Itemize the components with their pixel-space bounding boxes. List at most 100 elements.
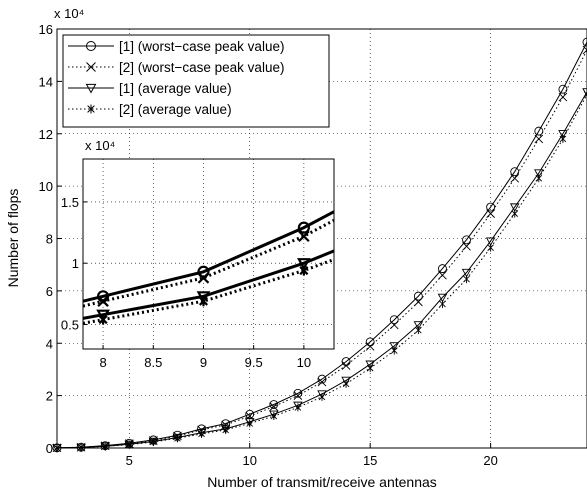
main-series-0-point-20-shape: [534, 126, 544, 136]
main-series-3-point-5: [174, 434, 181, 443]
inset-series-2-point-1-shape: [96, 309, 110, 322]
main-series-1-point-16-shape: [438, 270, 447, 280]
main-y-tick-label-7: 14: [39, 74, 53, 89]
legend-marker-2: [85, 83, 97, 94]
main-series-2-point-6-shape: [196, 429, 207, 438]
main-series-3-point-13: [366, 364, 374, 373]
main-series-3-point-6: [198, 429, 205, 438]
main-y-ticks: 0 2 4 6 8 10 12 14 16: [39, 22, 62, 456]
main-series-0-point-15: [413, 291, 423, 301]
main-series-3-point-12: [342, 379, 350, 388]
main-series-2-point-13: [365, 360, 375, 370]
main-series-0-point-20: [534, 126, 544, 136]
main-series-3-point-20: [535, 174, 543, 183]
main-series-0-point-18: [486, 202, 496, 212]
legend-label-3: [2] (average value): [119, 102, 232, 117]
main-series-3-point-8-shape: [246, 419, 254, 428]
inset-plot-area: [82, 158, 335, 350]
inset-x-ticks: 8 8.5 9 9.5 10: [99, 345, 311, 370]
inset-x-tick-label-4: 10: [297, 355, 311, 370]
main-series-0-point-21: [558, 84, 568, 94]
inset-exponent-label: x 10⁴: [85, 138, 115, 153]
inset-x-tick-label-0: 8: [99, 355, 106, 370]
main-series-1-point-16: [438, 270, 447, 280]
main-series-1-point-17: [462, 242, 471, 251]
main-series-2-point-13-shape: [365, 360, 375, 370]
main-series-0-point-9: [269, 400, 279, 409]
inset-x-tick-label-2: 9: [200, 355, 207, 370]
main-y-tick-label-3: 6: [46, 284, 53, 299]
main-series-0-point-15-shape: [413, 291, 423, 301]
main-series-0-point-19-shape: [510, 167, 520, 177]
inset-series-3-point-2: [198, 296, 209, 307]
inset-series-2-point-2-shape: [196, 291, 211, 304]
main-series-3-point-6-shape: [198, 429, 205, 438]
inset-series-3-point-3: [299, 265, 309, 276]
main-x-tick-label-3: 20: [483, 453, 497, 468]
main-series-3-point-18: [487, 243, 494, 252]
main-series-0-point-22: [582, 37, 587, 47]
main-series-1-point-21-shape: [558, 92, 568, 102]
main-series-3-point-5-shape: [174, 434, 181, 443]
main-series-1-point-19-shape: [510, 173, 520, 183]
main-series-3-point-1-shape: [77, 443, 85, 452]
y-axis-label: Number of flops: [5, 189, 21, 288]
inset-series-3-point-1-shape: [98, 314, 108, 325]
main-series-0-point-14-shape: [389, 315, 399, 325]
main-series-3-point-4-shape: [150, 437, 157, 446]
inset-series-1-point-3-shape: [298, 230, 310, 243]
main-series-0-point-9-shape: [269, 400, 279, 409]
main-x-ticks: 5 10 15 20: [126, 443, 498, 468]
main-y-tick-label-1: 2: [46, 389, 53, 404]
main-series-3-point-4: [150, 437, 157, 446]
main-series-0-point-17: [462, 235, 471, 245]
main-series-2-point-15: [413, 321, 424, 330]
main-series-2-point-12: [341, 376, 351, 386]
inset-series-line-0: [82, 210, 335, 303]
main-series-2-point-8-shape: [244, 418, 255, 427]
main-series-2-point-20-shape: [534, 169, 544, 178]
x-axis-label: Number of transmit/receive antennas: [207, 474, 437, 490]
main-series-3-point-2-shape: [101, 442, 109, 451]
main-series-group: [52, 37, 587, 453]
main-series-1-point-13: [365, 342, 375, 351]
main-series-3-point-16-shape: [439, 299, 446, 308]
main-series-1-point-12-shape: [341, 361, 351, 370]
main-series-3-point-9-shape: [270, 412, 278, 421]
legend-label-2: [1] (average value): [119, 81, 232, 96]
main-series-3-point-7-shape: [222, 425, 229, 434]
main-y-tick-label-0: 0: [46, 441, 53, 456]
main-series-3-point-2: [101, 442, 109, 451]
inset-series-1-point-1-shape: [97, 295, 109, 307]
inset-series-1-point-2: [197, 272, 210, 284]
inset-series-3-point-2-shape: [198, 296, 209, 307]
main-series-2-point-14: [389, 342, 400, 351]
main-series-3-point-10: [294, 403, 302, 412]
main-y-tick-label-4: 8: [46, 232, 53, 247]
main-series-1-point-11-shape: [317, 377, 327, 387]
main-series-1-point-15: [414, 297, 423, 307]
main-series-3-point-9: [270, 412, 278, 421]
main-series-0-point-22-shape: [582, 37, 587, 47]
main-series-2-point-8: [244, 418, 255, 427]
main-series-3-point-1: [77, 443, 85, 452]
main-series-3-point-22: [583, 90, 587, 99]
legend-marker-3-shape: [87, 104, 95, 114]
main-series-1-point-18: [486, 209, 495, 218]
legend-marker-3: [87, 104, 95, 114]
main-series-3-point-17: [463, 275, 470, 284]
inset-series-2-point-1: [96, 309, 110, 322]
inset-series-3-point-3-shape: [299, 265, 309, 276]
main-series-1-point-15-shape: [414, 297, 423, 307]
main-series-3-point-15-shape: [415, 326, 422, 335]
main-series-3-point-13-shape: [366, 364, 374, 373]
main-series-1-point-22: [582, 45, 587, 55]
inset-series-2-point-2: [196, 291, 211, 304]
inset-series-3-point-1: [98, 314, 108, 325]
main-series-3-point-16: [439, 299, 446, 308]
main-series-3-point-21: [559, 134, 567, 143]
main-series-1-point-14: [389, 320, 399, 330]
main-series-2-point-7-shape: [220, 425, 231, 434]
main-series-2-point-21-shape: [558, 130, 568, 139]
main-y-tick-label-8: 16: [39, 22, 53, 37]
